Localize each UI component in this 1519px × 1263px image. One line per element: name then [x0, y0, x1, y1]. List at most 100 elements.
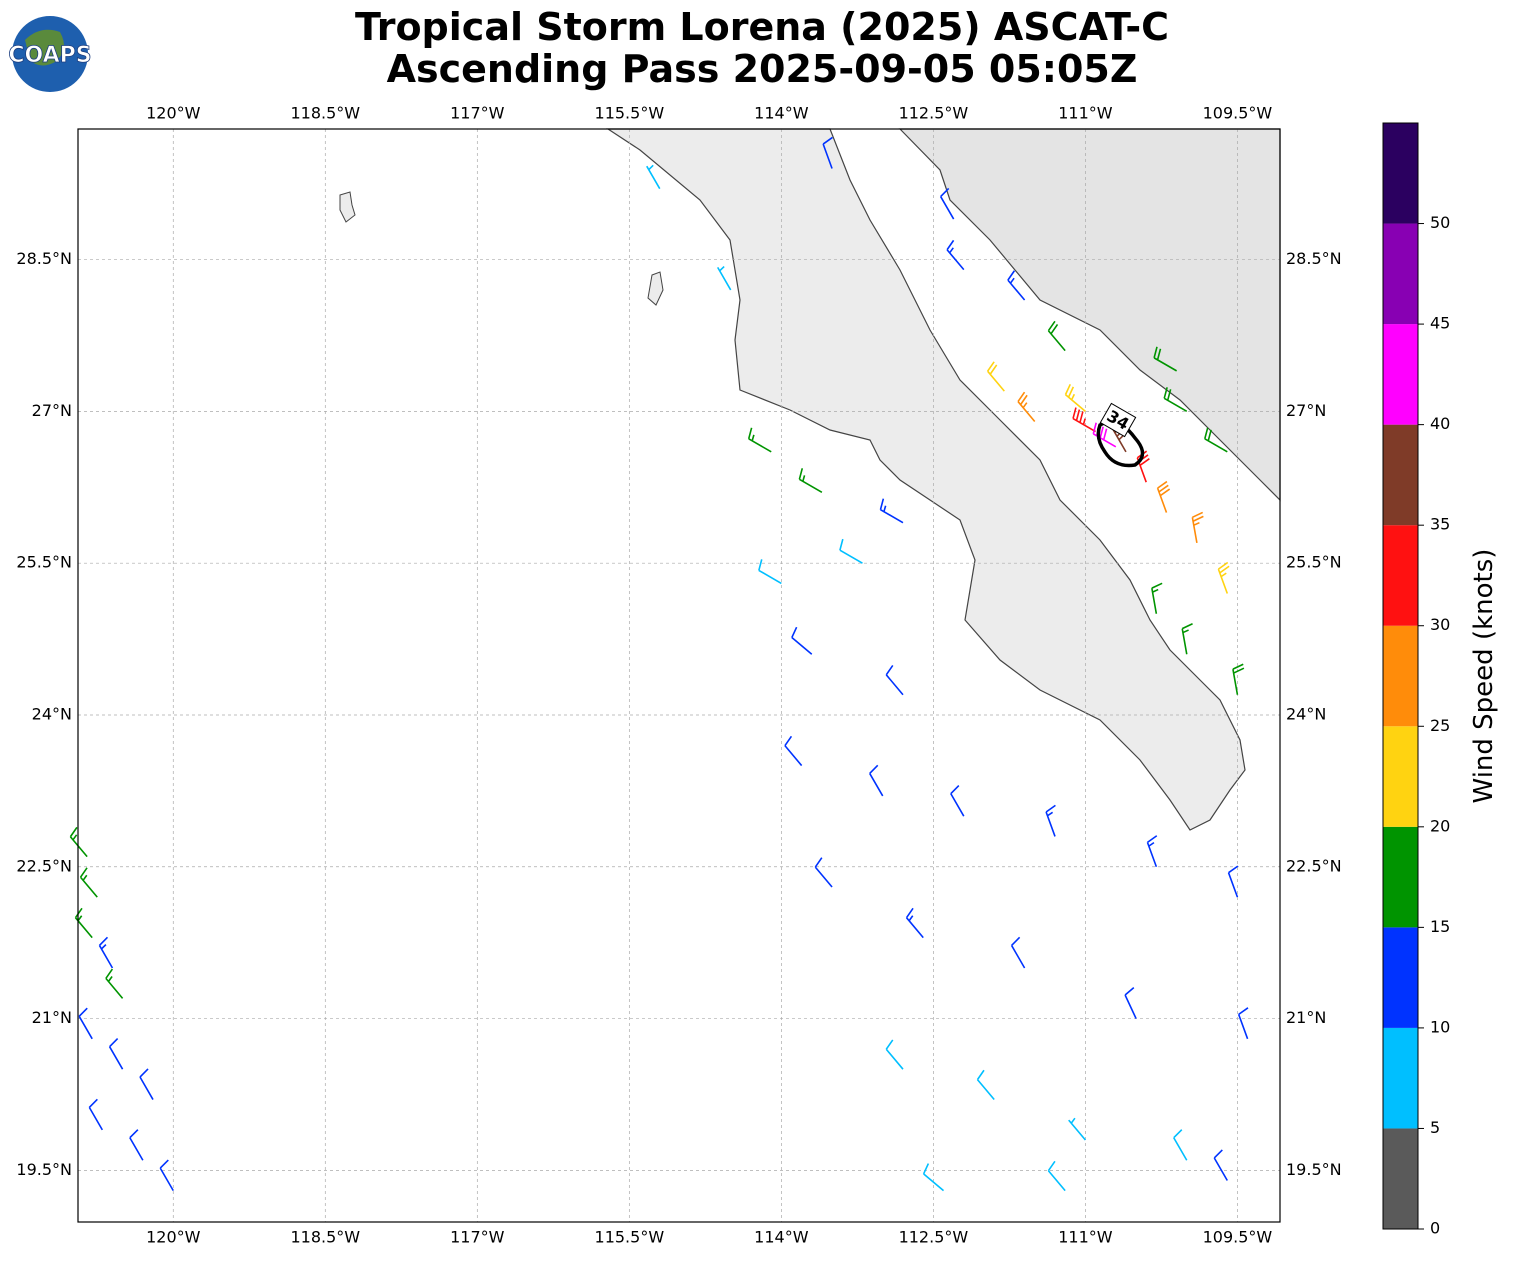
wind-barb [1173, 1129, 1188, 1161]
wind-barb [784, 735, 803, 767]
wind-barb [108, 1038, 124, 1070]
wind-barb [69, 826, 88, 858]
wind-barb [747, 427, 772, 453]
wind-barb [1047, 1160, 1066, 1192]
wind-barb [139, 1068, 154, 1100]
x-tick-label: 109.5°W [1203, 104, 1273, 123]
wind-barb [1068, 1117, 1087, 1141]
wind-barb [1146, 835, 1158, 868]
wind-barb [1072, 407, 1096, 433]
y-tick-label: 28.5°N [16, 249, 72, 268]
colorbar-segment [1383, 625, 1418, 727]
colorbar-tick-label: 30 [1430, 615, 1450, 634]
x-tick-label: 115.5°W [595, 1228, 665, 1247]
logo-text: COAPS [8, 43, 91, 68]
map-frame [77, 128, 1281, 1223]
y-tick-label: 28.5°N [1286, 249, 1342, 268]
x-tick-label: 114°W [754, 1228, 809, 1247]
x-tick-label: 112.5°W [899, 1228, 969, 1247]
colorbar-tick-label: 20 [1430, 816, 1450, 835]
y-tick-label: 22.5°N [1286, 856, 1342, 875]
wind-barb [1237, 1007, 1249, 1040]
x-tick-label: 109.5°W [1203, 1228, 1273, 1247]
wind-barb [159, 1159, 174, 1192]
wind-barb [105, 968, 124, 999]
colorbar-segment [1383, 1027, 1418, 1129]
y-tick-label: 25.5°N [16, 553, 72, 572]
y-tick-label: 19.5°N [16, 1160, 72, 1179]
wind-barb [758, 559, 782, 585]
wind-barb [822, 136, 833, 169]
y-tick-label: 25.5°N [1286, 553, 1342, 572]
island [647, 271, 664, 306]
colorbar-segment [1383, 223, 1418, 325]
colorbar-segment [1383, 826, 1418, 928]
wind-barb [986, 361, 1005, 392]
wind-barb [839, 538, 863, 564]
wind-barb [88, 1098, 104, 1131]
y-tick-label: 24°N [1286, 704, 1326, 723]
colorbar-segment [1383, 123, 1418, 224]
wind-barb [1045, 804, 1056, 837]
wind-barb [1163, 387, 1188, 413]
wind-barb [950, 784, 965, 817]
island [339, 191, 356, 223]
x-tick-label: 112.5°W [899, 104, 969, 123]
wind-barb [1181, 623, 1193, 655]
map [78, 128, 1281, 1222]
wind-barb [939, 187, 955, 220]
wind-barb [922, 1163, 945, 1192]
wind-barb [1204, 427, 1228, 453]
wind-barb [1047, 320, 1066, 352]
wind-barb [1232, 663, 1245, 695]
contour: 34 [1096, 402, 1145, 468]
colorbar-frame [1382, 122, 1419, 1230]
wind-barbs [69, 136, 1249, 1192]
logo-land [25, 29, 64, 66]
colorbar-tick-label: 50 [1430, 213, 1450, 232]
colorbar-tick-label: 5 [1430, 1118, 1440, 1137]
wind-barb [869, 764, 884, 797]
wind-barb [976, 1069, 995, 1101]
title-line: Ascending Pass 2025-09-05 05:05Z [387, 47, 1138, 91]
wind-barb [905, 907, 924, 939]
colorbar: 0 5 10 15 20 25 30 35 40 45 50 [1382, 122, 1450, 1238]
colorbar-tick-label: 10 [1430, 1017, 1450, 1036]
wind-barb [1227, 865, 1239, 898]
colorbar-tick-label: 40 [1430, 414, 1450, 433]
colorbar-tick-label: 0 [1430, 1219, 1440, 1238]
colorbar-tick-label: 35 [1430, 515, 1450, 534]
x-tick-label: 117°W [450, 104, 505, 123]
wind-barb [946, 239, 965, 271]
x-tick-label: 117°W [450, 1228, 505, 1247]
wind-barb [1153, 346, 1178, 372]
logo: COAPS [8, 16, 92, 92]
y-tick-label: 21°N [1286, 1008, 1326, 1027]
y-tick-label: 22.5°N [16, 856, 72, 875]
wind-barb [1217, 561, 1230, 594]
wind-barb [1010, 936, 1026, 969]
wind-barb [98, 936, 114, 969]
wind-barb [79, 867, 98, 898]
x-tick-label: 120°W [146, 1228, 201, 1247]
title-line: Tropical Storm Lorena (2025) ASCAT-C [355, 5, 1169, 49]
colorbar-segment [1383, 1128, 1418, 1229]
wind-barb [1156, 480, 1171, 513]
colorbar-segment [1383, 525, 1418, 626]
wind-barb [885, 664, 904, 696]
colorbar-label: Wind Speed (knots) [1469, 549, 1499, 804]
x-tick-label: 114°W [754, 104, 809, 123]
wind-barb [1213, 1149, 1228, 1181]
colorbar-tick-label: 25 [1430, 716, 1450, 735]
wind-barb [1191, 511, 1204, 544]
y-tick-label: 27°N [32, 401, 72, 420]
wind-barb [798, 468, 823, 494]
y-tick-label: 21°N [32, 1008, 72, 1027]
colorbar-segment [1383, 726, 1418, 827]
y-tick-label: 27°N [1286, 401, 1326, 420]
wind-barb [1017, 391, 1036, 422]
x-tick-label: 118.5°W [290, 104, 360, 123]
x-tick-label: 115.5°W [595, 104, 665, 123]
x-tick-label: 111°W [1058, 1228, 1113, 1247]
wind-barb [646, 164, 661, 190]
